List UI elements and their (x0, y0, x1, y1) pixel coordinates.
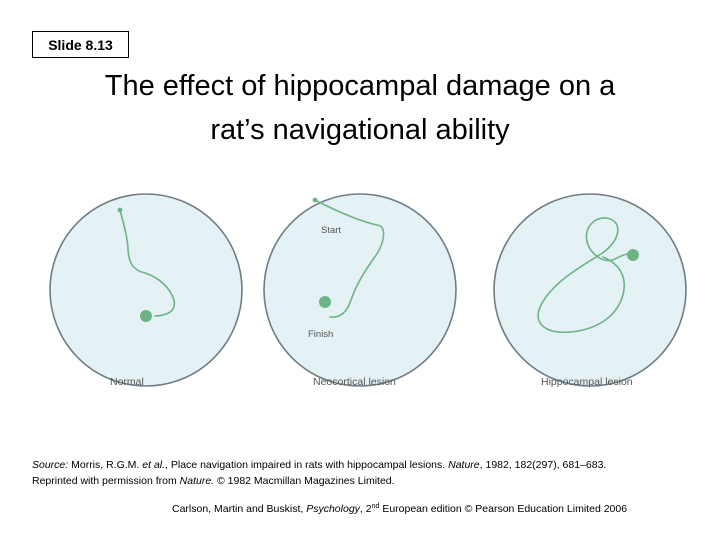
pool-neocortical (263, 193, 457, 387)
credit-authors: Carlson, Martin and Buskist, (172, 503, 307, 515)
platform-hippocampal (627, 249, 639, 261)
caption-neocortical: Neocortical lesion (313, 376, 396, 388)
source-reprint-prefix: Reprinted with permission from (32, 475, 180, 487)
caption-normal: Normal (110, 376, 144, 388)
swim-path-normal (119, 209, 176, 317)
source-et-al: et al. (142, 459, 166, 471)
platform-normal (140, 310, 152, 322)
credit-edition-pre: , 2 (359, 503, 372, 515)
source-citation: Source: Morris, R.G.M. et al., Place nav… (32, 457, 712, 489)
pool-normal (49, 193, 243, 387)
credit-book: Psychology (306, 503, 360, 515)
credit-rest: European edition © Pearson Education Lim… (379, 503, 628, 515)
source-reprint-journal: Nature. (179, 475, 215, 487)
start-point-neocortical (312, 197, 318, 203)
source-article: , Place navigation impaired in rats with… (165, 459, 449, 471)
credit-edition-sup: nd (371, 503, 380, 510)
label-finish: Finish (308, 329, 334, 340)
swim-path-neocortical (314, 199, 385, 318)
platform-neocortical (319, 296, 331, 308)
label-start: Start (321, 225, 342, 236)
publisher-credit: Carlson, Martin and Buskist, Psychology,… (172, 499, 712, 517)
slide-title: The effect of hippocampal damage on a ra… (0, 64, 720, 152)
source-prefix: Source: (32, 459, 69, 471)
slide-title-line-1: The effect of hippocampal damage on a (104, 70, 616, 102)
slide-title-line-2: rat’s navigational ability (210, 114, 510, 146)
source-journal: Nature (448, 459, 480, 471)
source-citation-details: , 1982, 182(297), 681–683. (479, 459, 607, 471)
source-authors: Morris, R.G.M. (68, 459, 143, 471)
start-point-normal (117, 207, 123, 213)
source-reprint-rest: © 1982 Macmillan Magazines Limited. (214, 475, 395, 487)
pool-hippocampal (493, 193, 687, 387)
swim-path-hippocampal (537, 217, 634, 333)
slide-number-badge: Slide 8.13 (32, 31, 129, 58)
caption-hippocampal: Hippocampal lesion (541, 376, 633, 388)
